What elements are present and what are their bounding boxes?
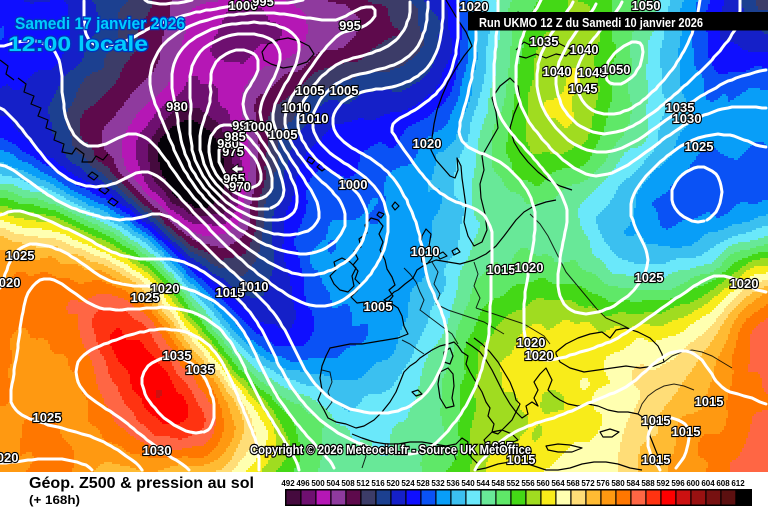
svg-text:995: 995 — [232, 118, 254, 133]
svg-text:985: 985 — [224, 129, 246, 144]
svg-text:1020: 1020 — [0, 450, 18, 465]
svg-text:536: 536 — [446, 479, 460, 488]
svg-text:512: 512 — [356, 479, 370, 488]
svg-text:520: 520 — [386, 479, 400, 488]
svg-text:1010: 1010 — [282, 100, 311, 115]
svg-text:Run UKMO 12 Z du Samedi 10 jan: Run UKMO 12 Z du Samedi 10 janvier 2026 — [479, 15, 703, 30]
svg-text:1015: 1015 — [672, 424, 701, 439]
svg-text:592: 592 — [656, 479, 670, 488]
svg-text:1015: 1015 — [695, 394, 724, 409]
svg-text:1030: 1030 — [673, 111, 702, 126]
svg-text:1035: 1035 — [530, 34, 559, 49]
svg-text:1005: 1005 — [296, 83, 325, 98]
svg-text:1035: 1035 — [186, 362, 215, 377]
svg-text:548: 548 — [491, 479, 505, 488]
svg-text:1015: 1015 — [507, 452, 536, 467]
svg-text:1000: 1000 — [339, 177, 368, 192]
svg-text:975: 975 — [222, 144, 244, 159]
svg-text:Samedi 17 janvier 2026: Samedi 17 janvier 2026 — [15, 15, 185, 33]
svg-text:12:00 locale: 12:00 locale — [8, 33, 148, 56]
svg-text:1015: 1015 — [487, 262, 516, 277]
svg-text:1045: 1045 — [578, 65, 607, 80]
svg-text:564: 564 — [551, 479, 565, 488]
svg-text:600: 600 — [686, 479, 700, 488]
svg-text:1005: 1005 — [364, 299, 393, 314]
svg-text:576: 576 — [596, 479, 610, 488]
svg-text:1005: 1005 — [269, 127, 298, 142]
svg-text:516: 516 — [371, 479, 385, 488]
svg-text:608: 608 — [716, 479, 730, 488]
svg-text:500: 500 — [311, 479, 325, 488]
svg-text:1010: 1010 — [240, 279, 269, 294]
svg-text:612: 612 — [731, 479, 745, 488]
svg-text:1025: 1025 — [635, 270, 664, 285]
svg-text:604: 604 — [701, 479, 715, 488]
svg-text:1000: 1000 — [229, 0, 258, 13]
svg-text:1020: 1020 — [413, 136, 442, 151]
svg-text:1040: 1040 — [570, 42, 599, 57]
svg-text:1020: 1020 — [517, 335, 546, 350]
svg-text:Géop. Z500 & pression au sol: Géop. Z500 & pression au sol — [29, 475, 254, 492]
svg-text:1020: 1020 — [151, 281, 180, 296]
svg-text:1020: 1020 — [0, 275, 20, 290]
svg-text:1025: 1025 — [131, 290, 160, 305]
svg-text:1020: 1020 — [460, 0, 489, 14]
svg-text:496: 496 — [296, 479, 310, 488]
svg-text:560: 560 — [536, 479, 550, 488]
svg-text:528: 528 — [416, 479, 430, 488]
svg-text:584: 584 — [626, 479, 640, 488]
svg-text:1015: 1015 — [216, 285, 245, 300]
svg-text:572: 572 — [581, 479, 595, 488]
svg-text:580: 580 — [611, 479, 625, 488]
svg-text:1005: 1005 — [330, 83, 359, 98]
svg-text:540: 540 — [461, 479, 475, 488]
svg-text:Copyright © 2026 Meteociel.fr: Copyright © 2026 Meteociel.fr - Source U… — [250, 443, 531, 457]
svg-text:544: 544 — [476, 479, 490, 488]
svg-text:1010: 1010 — [411, 244, 440, 259]
svg-text:(+ 168h): (+ 168h) — [29, 495, 80, 507]
svg-text:588: 588 — [641, 479, 655, 488]
svg-text:1015: 1015 — [642, 452, 671, 467]
svg-text:552: 552 — [506, 479, 520, 488]
svg-text:1000: 1000 — [244, 119, 273, 134]
svg-text:1035: 1035 — [666, 100, 695, 115]
svg-text:1040: 1040 — [543, 64, 572, 79]
svg-text:970: 970 — [229, 179, 251, 194]
svg-text:492: 492 — [281, 479, 295, 488]
svg-text:556: 556 — [521, 479, 535, 488]
svg-text:508: 508 — [341, 479, 355, 488]
svg-text:995: 995 — [252, 0, 274, 9]
svg-text:1050: 1050 — [632, 0, 661, 13]
svg-text:1020: 1020 — [730, 276, 759, 291]
svg-text:980: 980 — [166, 99, 188, 114]
svg-text:1020: 1020 — [515, 260, 544, 275]
svg-text:980: 980 — [217, 136, 239, 151]
svg-text:504: 504 — [326, 479, 340, 488]
svg-text:1020: 1020 — [525, 348, 554, 363]
svg-text:532: 532 — [431, 479, 445, 488]
svg-text:1025: 1025 — [6, 248, 35, 263]
svg-text:965: 965 — [223, 171, 245, 186]
svg-text:1015: 1015 — [642, 413, 671, 428]
svg-text:1045: 1045 — [569, 81, 598, 96]
svg-text:568: 568 — [566, 479, 580, 488]
svg-text:1025: 1025 — [685, 139, 714, 154]
svg-text:1030: 1030 — [143, 443, 172, 458]
svg-text:1015: 1015 — [485, 439, 514, 454]
svg-text:596: 596 — [671, 479, 685, 488]
svg-text:1035: 1035 — [163, 348, 192, 363]
svg-text:1010: 1010 — [300, 111, 329, 126]
svg-text:1050: 1050 — [602, 62, 631, 77]
svg-text:995: 995 — [339, 18, 361, 33]
svg-text:1025: 1025 — [33, 410, 62, 425]
svg-text:524: 524 — [401, 479, 415, 488]
